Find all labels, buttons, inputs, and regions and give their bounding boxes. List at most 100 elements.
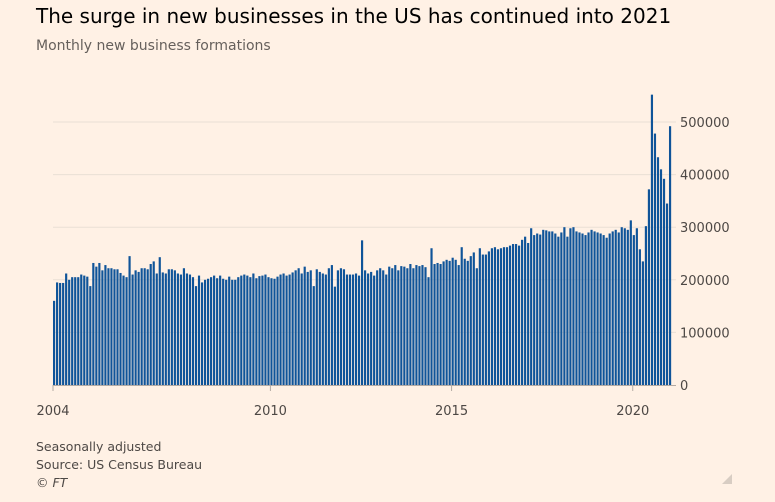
bar	[626, 229, 629, 385]
bar	[614, 229, 617, 385]
bar	[342, 269, 346, 385]
bar	[524, 236, 527, 385]
bar	[59, 282, 62, 385]
bar	[62, 282, 65, 385]
bar	[502, 247, 506, 385]
bar	[300, 273, 303, 385]
y-tick-label: 200000	[680, 274, 730, 289]
bar	[200, 282, 204, 385]
bar	[203, 279, 207, 385]
bar	[336, 270, 339, 385]
bar	[213, 275, 216, 385]
bar	[143, 268, 146, 385]
x-tick-label: 2020	[616, 404, 649, 419]
bar	[65, 273, 68, 385]
bar	[216, 278, 219, 385]
bar	[388, 266, 391, 385]
bar	[656, 157, 660, 385]
bar	[125, 277, 128, 385]
bar	[53, 300, 56, 385]
bar	[252, 273, 255, 385]
bar	[647, 189, 651, 385]
bar	[409, 264, 412, 385]
bar	[572, 227, 575, 385]
bar	[590, 229, 593, 385]
bar	[197, 275, 201, 385]
bar	[176, 273, 179, 385]
y-tick-label: 300000	[680, 221, 730, 236]
bar	[505, 247, 509, 385]
bar	[608, 233, 611, 385]
bar	[514, 244, 518, 385]
bar	[406, 268, 409, 385]
bar	[499, 248, 503, 385]
bar	[170, 269, 173, 385]
bar	[397, 270, 400, 385]
bar	[457, 265, 460, 385]
bar	[225, 279, 228, 385]
bar	[68, 279, 71, 385]
bar	[357, 275, 361, 385]
bar	[617, 232, 620, 385]
bar	[475, 268, 478, 385]
bar	[89, 286, 92, 385]
bar	[321, 273, 324, 385]
bar	[644, 226, 647, 385]
bar	[164, 273, 167, 385]
bar	[285, 275, 288, 385]
bar	[131, 274, 134, 385]
bar	[542, 229, 545, 385]
bar	[330, 265, 333, 385]
bar	[412, 268, 415, 385]
bar	[228, 276, 231, 385]
bar	[360, 240, 364, 385]
bar	[575, 231, 578, 385]
bar	[641, 261, 644, 385]
bar	[240, 275, 243, 385]
bar	[548, 231, 551, 385]
bar	[481, 254, 484, 385]
bar	[370, 271, 373, 385]
note-seasonally-adjusted: Seasonally adjusted	[36, 439, 162, 454]
bar	[167, 269, 170, 385]
y-tick-label: 0	[680, 379, 688, 394]
bar	[668, 126, 672, 386]
y-tick-label: 100000	[680, 326, 730, 341]
bar	[261, 275, 264, 385]
bar	[185, 273, 189, 385]
bar	[611, 231, 614, 385]
bar	[451, 257, 454, 385]
bar	[439, 264, 442, 385]
bar	[92, 262, 95, 385]
bar	[478, 248, 481, 385]
bar	[161, 272, 164, 385]
bar	[179, 274, 182, 385]
bar	[348, 274, 352, 385]
bar	[587, 232, 590, 385]
bar	[530, 228, 533, 385]
note-source: Source: US Census Bureau	[36, 457, 203, 472]
bar	[297, 268, 300, 385]
bar	[110, 268, 113, 385]
bar	[581, 233, 584, 385]
bar	[629, 220, 632, 385]
bar	[116, 269, 119, 385]
bar	[101, 270, 104, 385]
bar	[527, 242, 530, 385]
bar	[312, 286, 315, 385]
bar	[490, 248, 493, 385]
bar	[662, 178, 666, 385]
resize-handle-icon[interactable]	[722, 474, 732, 484]
bar	[605, 237, 608, 385]
bar	[149, 264, 152, 385]
bar	[207, 278, 210, 385]
bar	[448, 260, 451, 385]
bar	[282, 273, 285, 385]
bar	[602, 235, 605, 385]
bar	[653, 133, 657, 385]
bar	[367, 273, 370, 385]
bar	[511, 244, 515, 385]
bar	[518, 245, 521, 385]
bar	[391, 268, 394, 385]
bar	[466, 260, 469, 385]
